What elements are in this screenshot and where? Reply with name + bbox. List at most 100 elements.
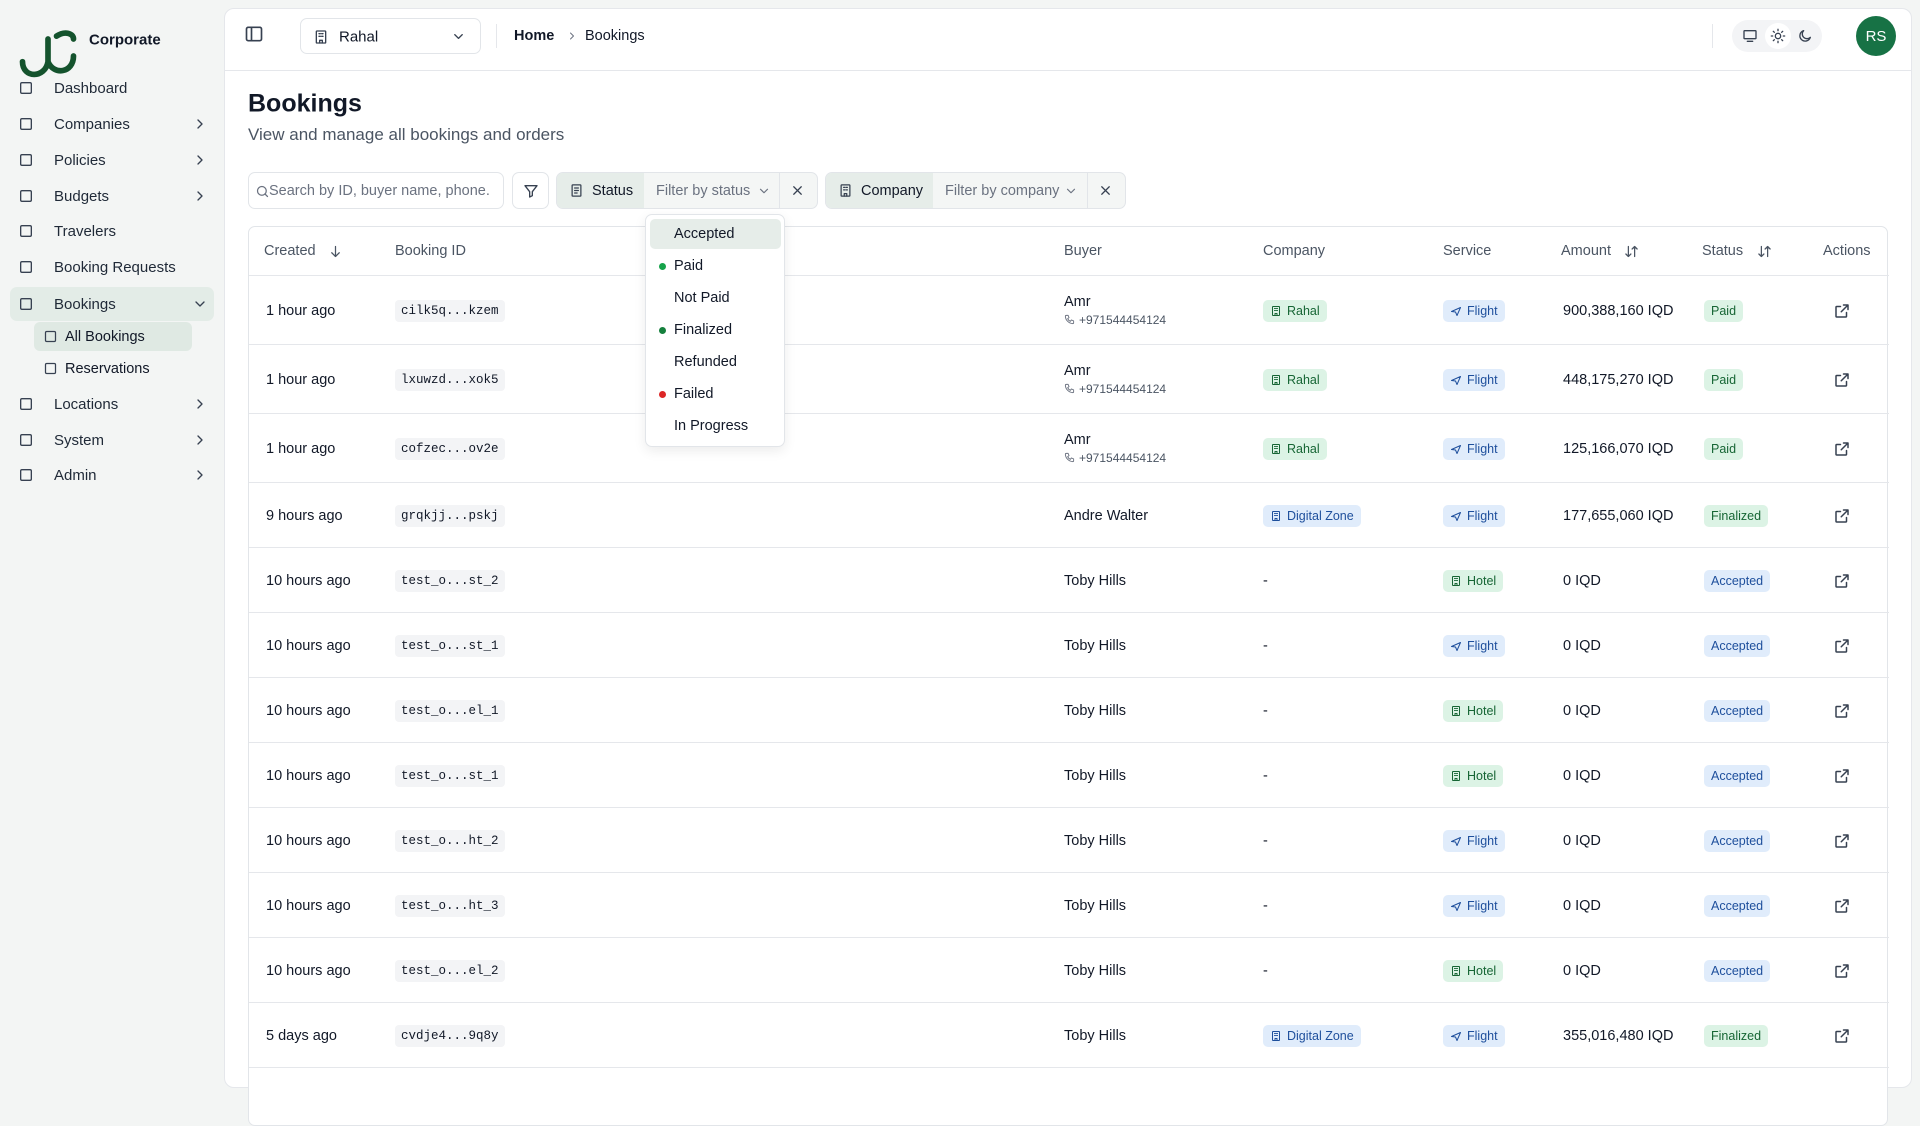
company-icon bbox=[840, 184, 851, 197]
icon-part bbox=[264, 193, 269, 198]
open-action[interactable] bbox=[1833, 371, 1851, 389]
status-option-label: Finalized bbox=[674, 322, 733, 338]
status-option[interactable]: Finalized bbox=[650, 315, 781, 345]
nav-item[interactable]: Admin bbox=[10, 458, 214, 492]
open-icon bbox=[1835, 441, 1849, 456]
nav-chevron bbox=[195, 301, 205, 307]
nav-label: Booking Requests bbox=[54, 258, 176, 276]
search-input[interactable]: Search by ID, buyer name, phone. bbox=[248, 172, 504, 209]
open-action[interactable] bbox=[1833, 572, 1851, 590]
icon-part bbox=[1272, 1030, 1280, 1041]
nav-subitem[interactable]: Reservations bbox=[34, 354, 192, 383]
sort-amount bbox=[1625, 245, 1638, 258]
nav-icon bbox=[20, 154, 32, 166]
icon-part bbox=[195, 301, 205, 307]
booking-id: test_o...st_2 bbox=[395, 569, 505, 592]
column-header: Booking ID bbox=[395, 243, 466, 259]
open-action[interactable] bbox=[1833, 507, 1851, 525]
icon-part bbox=[20, 434, 32, 446]
status-placeholder[interactable]: Filter by status bbox=[656, 183, 751, 199]
nav-item[interactable]: Companies bbox=[10, 107, 214, 141]
badge-icon bbox=[1451, 836, 1461, 846]
created: 10 hours ago bbox=[266, 962, 351, 979]
service-badge: Flight bbox=[1443, 299, 1505, 322]
table-row: 1 hour ago cofzec...ov2e Amr +971544454124 R… bbox=[249, 414, 1889, 483]
avatar[interactable]: RS bbox=[1856, 16, 1896, 56]
open-action[interactable] bbox=[1833, 637, 1851, 655]
open-action[interactable] bbox=[1833, 962, 1851, 980]
icon-part bbox=[1451, 901, 1461, 911]
logo bbox=[19, 30, 77, 78]
theme-system bbox=[1743, 30, 1757, 42]
icon-part bbox=[1272, 443, 1280, 454]
service-name: Flight bbox=[1467, 303, 1498, 318]
icon-part bbox=[1101, 186, 1110, 195]
status-label: Status bbox=[592, 183, 634, 199]
icon-part bbox=[524, 185, 538, 198]
status-option[interactable]: Accepted bbox=[650, 219, 781, 249]
status-option[interactable]: Refunded bbox=[650, 347, 781, 377]
icon-part bbox=[1452, 770, 1460, 781]
nav-item[interactable]: System bbox=[10, 423, 214, 457]
company-placeholder[interactable]: Filter by company bbox=[945, 183, 1060, 199]
created: 10 hours ago bbox=[266, 897, 351, 914]
amount: 0 IQD bbox=[1563, 897, 1601, 914]
filter-icon bbox=[524, 185, 538, 198]
nav-item[interactable]: Bookings bbox=[10, 287, 214, 321]
icon-part bbox=[1835, 703, 1849, 718]
nav-item[interactable]: Policies bbox=[10, 143, 214, 177]
sidebar-toggle[interactable] bbox=[244, 24, 264, 44]
status-option[interactable]: Paid bbox=[650, 251, 781, 281]
service-name: Hotel bbox=[1467, 963, 1497, 978]
breadcrumb-home[interactable]: Home bbox=[514, 28, 555, 44]
service-badge: Hotel bbox=[1443, 569, 1504, 592]
company-badge: Rahal bbox=[1263, 299, 1327, 322]
open-icon bbox=[1835, 963, 1849, 978]
open-action[interactable] bbox=[1833, 1027, 1851, 1045]
status-option[interactable]: Failed bbox=[650, 379, 781, 409]
open-action[interactable] bbox=[1833, 767, 1851, 785]
nav-item[interactable]: Budgets bbox=[10, 179, 214, 213]
service-name: Flight bbox=[1467, 833, 1498, 848]
column-header[interactable]: Status bbox=[1702, 243, 1744, 259]
column-header[interactable]: Created bbox=[264, 243, 316, 259]
column-header[interactable]: Amount bbox=[1561, 243, 1611, 259]
created: 1 hour ago bbox=[266, 302, 336, 319]
service-name: Flight bbox=[1467, 441, 1498, 456]
nav-icon bbox=[20, 82, 32, 94]
amount: 0 IQD bbox=[1563, 702, 1601, 719]
nav-item[interactable]: Dashboard bbox=[10, 71, 214, 105]
nav-subitem[interactable]: All Bookings bbox=[34, 322, 192, 351]
nav-item[interactable]: Locations bbox=[10, 387, 214, 421]
buyer: Toby Hills bbox=[1064, 832, 1127, 849]
icon-part bbox=[197, 399, 203, 409]
status-option[interactable]: In Progress bbox=[650, 411, 781, 441]
open-action[interactable] bbox=[1833, 440, 1851, 458]
booking-id: test_o...st_1 bbox=[395, 634, 505, 657]
company: - bbox=[1263, 767, 1268, 784]
open-action[interactable] bbox=[1833, 897, 1851, 915]
open-action[interactable] bbox=[1833, 702, 1851, 720]
icon-part bbox=[1451, 641, 1461, 651]
open-action[interactable] bbox=[1833, 302, 1851, 320]
icon-part bbox=[1835, 508, 1849, 523]
buyer: Amr bbox=[1064, 293, 1091, 310]
filter-button[interactable] bbox=[512, 172, 549, 209]
icon-part bbox=[1066, 188, 1076, 194]
nav-icon bbox=[20, 434, 32, 446]
icon-part bbox=[20, 298, 32, 310]
open-action[interactable] bbox=[1833, 832, 1851, 850]
theme-light-active[interactable] bbox=[1765, 23, 1791, 49]
icon-part bbox=[245, 26, 263, 42]
nav-item[interactable]: Booking Requests bbox=[10, 250, 214, 284]
nav-item[interactable]: Travelers bbox=[10, 214, 214, 248]
booking-id: test_o...st_1 bbox=[395, 764, 505, 787]
nav-icon bbox=[20, 118, 32, 130]
icon-part bbox=[1454, 967, 1458, 976]
status-option[interactable]: Not Paid bbox=[650, 283, 781, 313]
org-select[interactable]: Rahal bbox=[300, 18, 481, 54]
icon-part bbox=[1743, 30, 1757, 40]
amount: 900,388,160 IQD bbox=[1563, 302, 1674, 319]
bookings-table: Created Booking ID Buyer Company Service Amou… bbox=[248, 226, 1889, 1126]
search-icon bbox=[256, 185, 269, 198]
